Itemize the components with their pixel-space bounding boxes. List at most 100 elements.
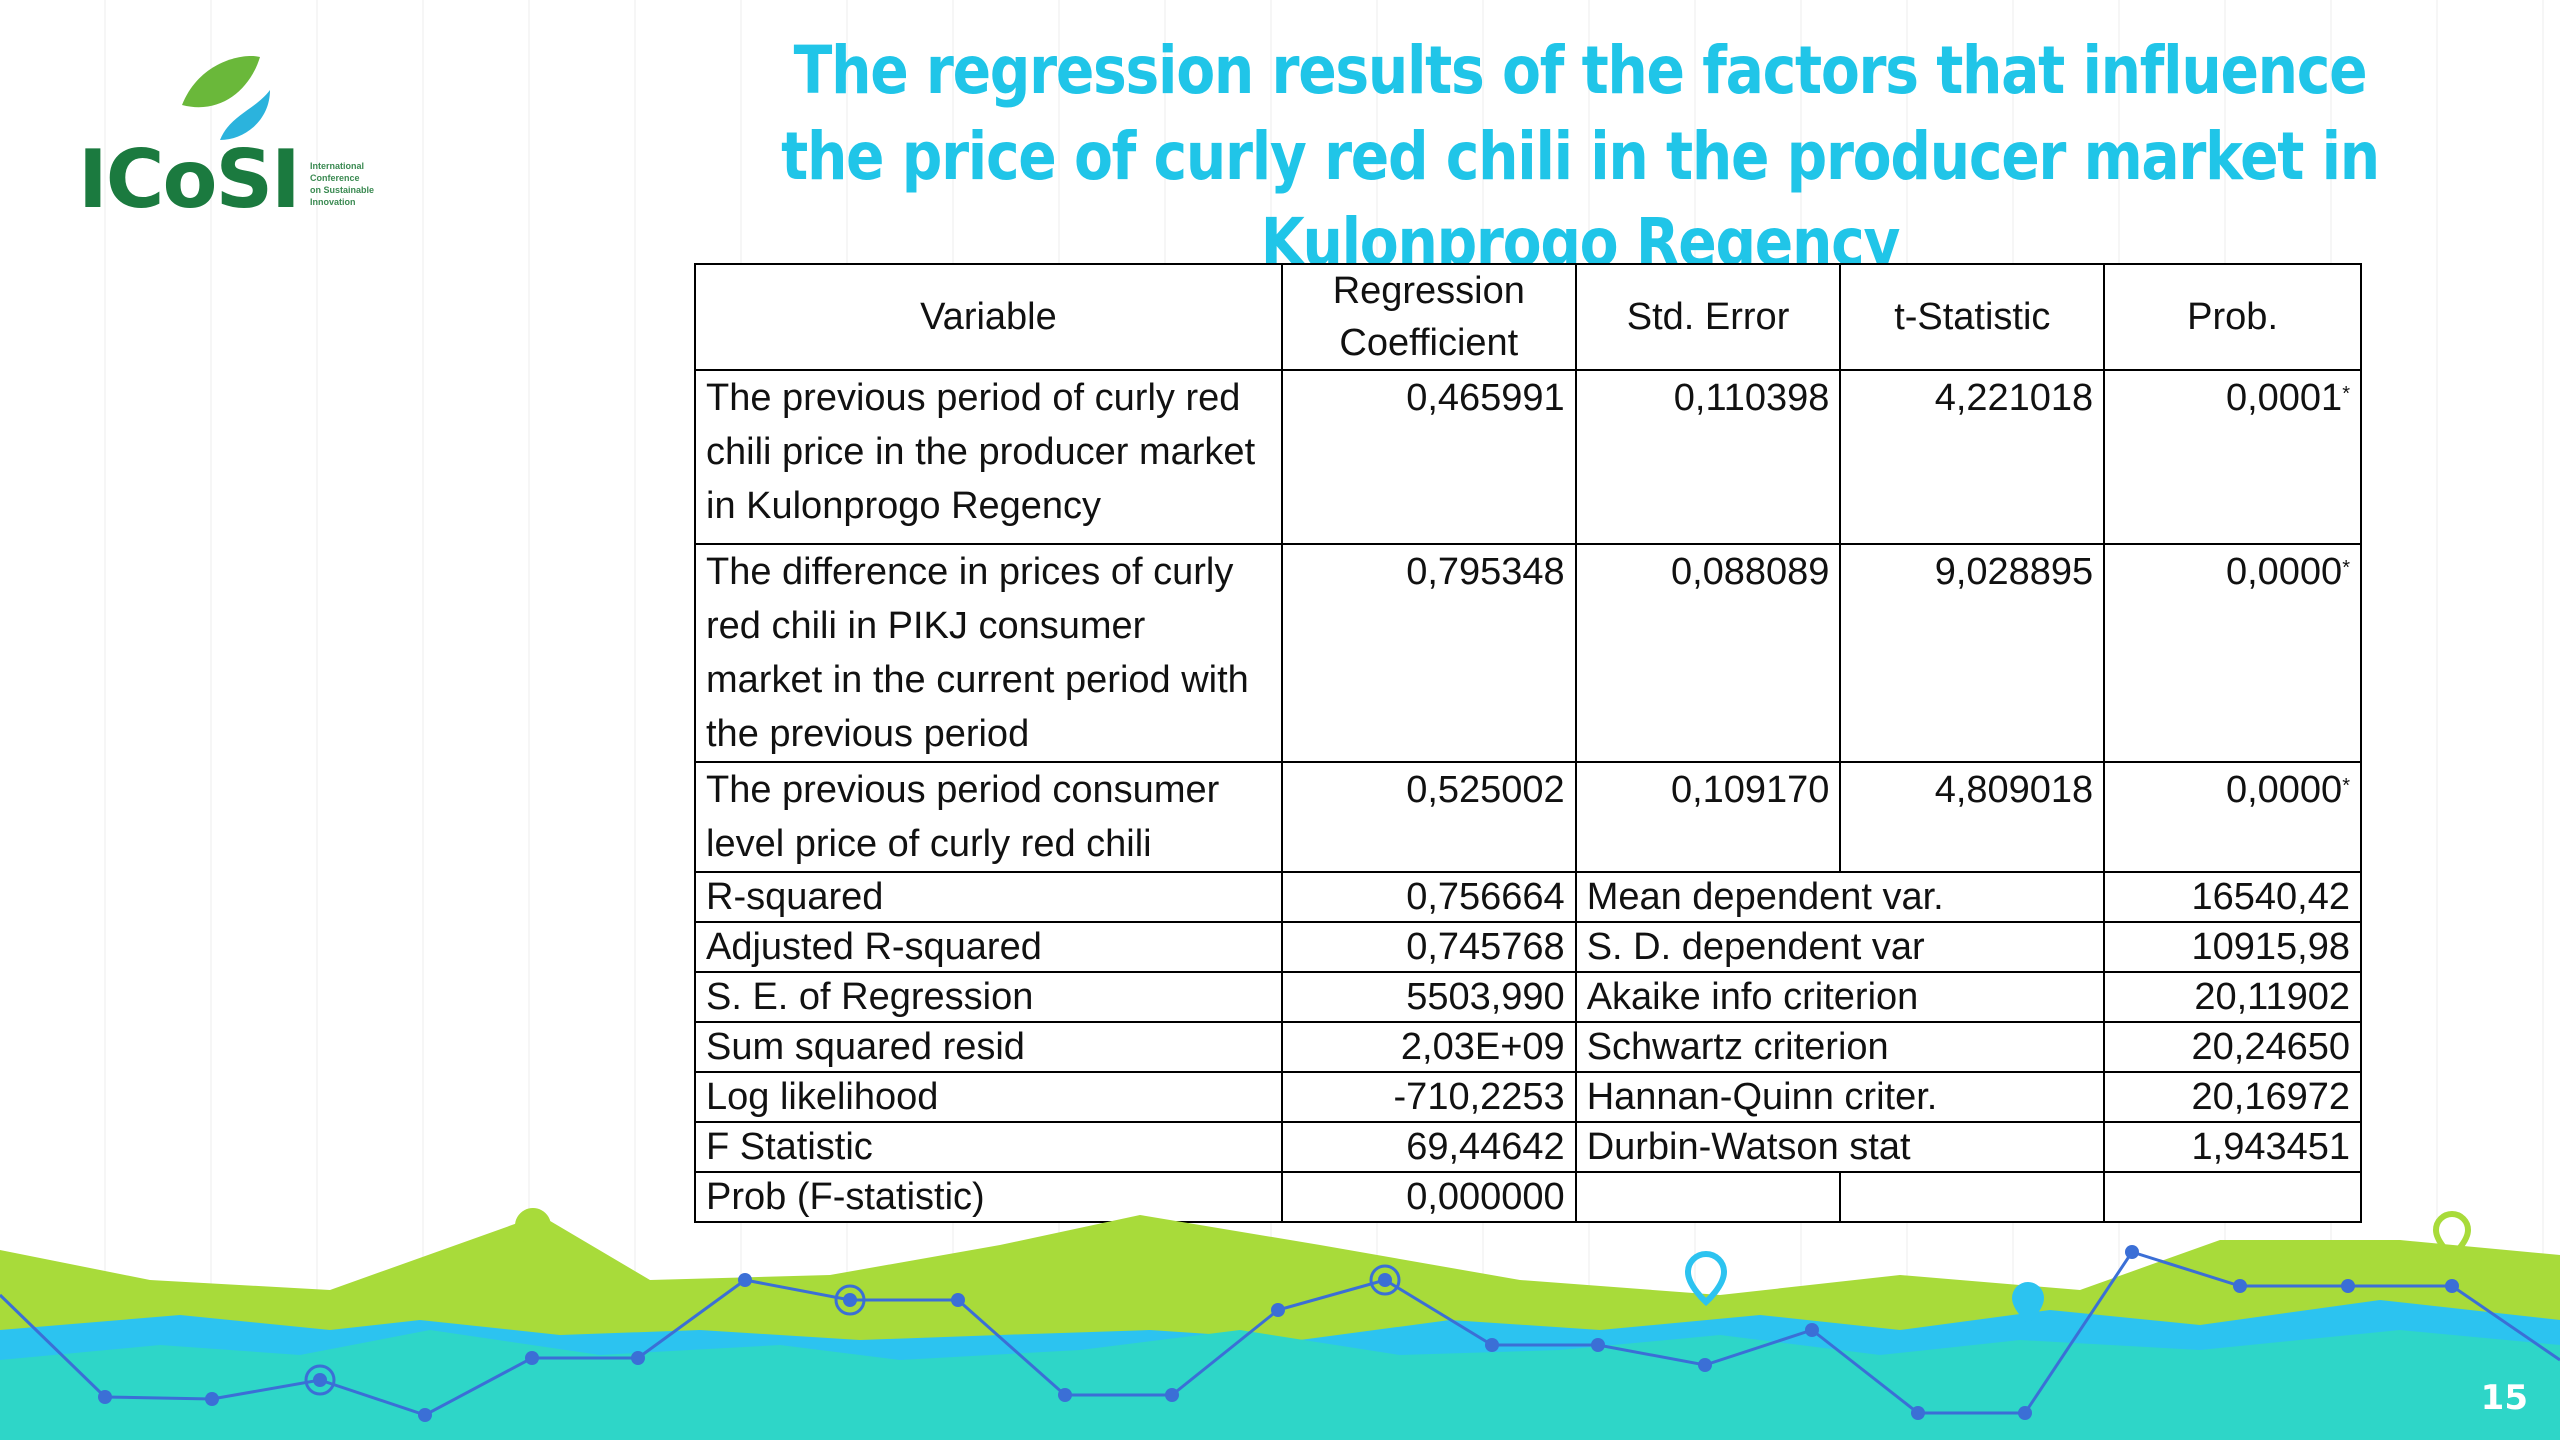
variable-name: The previous period of curly red chili p… [694, 369, 1283, 545]
trend-point [1165, 1388, 1179, 1402]
stat-label: S. E. of Regression [694, 971, 1283, 1023]
trend-point [418, 1408, 432, 1422]
table-row: The previous period consumer level price… [694, 761, 2362, 873]
stat-label: Sum squared resid [694, 1021, 1283, 1073]
header-t-statistic: t-Statistic [1839, 263, 2106, 371]
map-pin-icon [514, 1208, 551, 1262]
stat-row: Log likelihood -710,2253 Hannan-Quinn cr… [694, 1071, 2362, 1123]
trend-point [951, 1293, 965, 1307]
empty-cell [2103, 1171, 2362, 1223]
stat-value: 0,745768 [1280, 921, 1577, 973]
stat-label: F Statistic [694, 1121, 1283, 1173]
stat-label-2: S. D. dependent var [1574, 921, 2106, 973]
stat-row: S. E. of Regression 5503,990 Akaike info… [694, 971, 2362, 1023]
trend-point [2233, 1279, 2247, 1293]
std-error-value: 0,088089 [1574, 543, 1842, 763]
trend-point [1805, 1323, 1819, 1337]
trend-point [1271, 1303, 1285, 1317]
target-ring-icon [834, 1284, 866, 1316]
stat-row: F Statistic 69,44642 Durbin-Watson stat … [694, 1121, 2362, 1173]
trend-point [1378, 1273, 1392, 1287]
stat-label-2: Hannan-Quinn criter. [1574, 1071, 2106, 1123]
logo-tagline-line: Innovation [310, 197, 356, 207]
empty-cell [1839, 1171, 2106, 1223]
std-error-value: 0,110398 [1574, 369, 1842, 545]
logo-tagline: International Conference on Sustainable … [310, 160, 450, 208]
trend-point [525, 1351, 539, 1365]
coefficient-value: 0,465991 [1280, 369, 1577, 545]
empty-cell [1574, 1171, 1842, 1223]
trend-point [2125, 1245, 2139, 1259]
leaf-icon [182, 56, 260, 108]
prob-cell: 0,0001* [2103, 369, 2362, 545]
stat-label: R-squared [694, 871, 1283, 923]
trend-point [1058, 1388, 1072, 1402]
target-ring-icon [304, 1364, 336, 1396]
stat-label-2: Durbin-Watson stat [1574, 1121, 2106, 1173]
stat-label: Prob (F-statistic) [694, 1171, 1283, 1223]
trend-points [98, 1245, 2459, 1422]
stat-row: R-squared 0,756664 Mean dependent var. 1… [694, 871, 2362, 923]
variable-name: The previous period consumer level price… [694, 761, 1283, 873]
trend-point [1911, 1406, 1925, 1420]
stat-value-2: 20,24650 [2103, 1021, 2362, 1073]
t-statistic-value: 4,809018 [1839, 761, 2106, 873]
regression-table: Variable Regression Coefficient Std. Err… [694, 263, 2362, 1223]
trend-point [205, 1392, 219, 1406]
trend-point [2018, 1406, 2032, 1420]
target-ring-icon [1369, 1264, 1401, 1296]
logo-mark [182, 56, 270, 140]
stat-value: 0,000000 [1280, 1171, 1577, 1223]
table-row: The difference in prices of curly red ch… [694, 543, 2362, 763]
stat-value: 5503,990 [1280, 971, 1577, 1023]
stat-value-2: 10915,98 [2103, 921, 2362, 973]
std-error-value: 0,109170 [1574, 761, 1842, 873]
significance-mark: * [2342, 775, 2350, 797]
trend-point [1591, 1338, 1605, 1352]
coefficient-value: 0,525002 [1280, 761, 1577, 873]
stat-value: -710,2253 [1280, 1071, 1577, 1123]
table-header-row: Variable Regression Coefficient Std. Err… [694, 263, 2362, 371]
decorative-landscape [0, 1208, 2560, 1440]
trend-point [738, 1273, 752, 1287]
header-prob: Prob. [2103, 263, 2362, 371]
stat-value-2: 20,11902 [2103, 971, 2362, 1023]
coefficient-value: 0,795348 [1280, 543, 1577, 763]
trend-point [98, 1390, 112, 1404]
header-variable: Variable [694, 263, 1283, 371]
prob-value: 0,0001 [2225, 377, 2343, 419]
prob-cell: 0,0000* [2103, 543, 2362, 763]
trend-point [631, 1351, 645, 1365]
slide-title: The regression results of the factors th… [781, 32, 2380, 281]
icosi-logo: ICoSI International Conference on Sustai… [70, 45, 450, 245]
variable-name: The difference in prices of curly red ch… [694, 543, 1283, 763]
stat-value-2: 1,943451 [2103, 1121, 2362, 1173]
logo-wordmark: ICoSI [78, 133, 301, 226]
prob-cell: 0,0000* [2103, 761, 2362, 873]
stat-label-2: Schwartz criterion [1574, 1021, 2106, 1073]
stat-label: Log likelihood [694, 1071, 1283, 1123]
stat-row: Sum squared resid 2,03E+09 Schwartz crit… [694, 1021, 2362, 1073]
trend-point [2445, 1279, 2459, 1293]
t-statistic-value: 4,221018 [1839, 369, 2106, 545]
drop-icon [220, 90, 270, 140]
t-statistic-value: 9,028895 [1839, 543, 2106, 763]
logo-tagline-line: on Sustainable [310, 185, 375, 195]
table-row: The previous period of curly red chili p… [694, 369, 2362, 545]
stat-row: Adjusted R-squared 0,745768 S. D. depend… [694, 921, 2362, 973]
stat-row: Prob (F-statistic) 0,000000 [694, 1171, 2362, 1223]
trend-point [1485, 1338, 1499, 1352]
page-number: 15 [2480, 1378, 2528, 1418]
header-coefficient: Regression Coefficient [1280, 263, 1577, 371]
stat-label-2: Mean dependent var. [1574, 871, 2106, 923]
trend-point [2341, 1279, 2355, 1293]
prob-value: 0,0000 [2225, 551, 2343, 593]
map-pin-icon [1684, 1251, 1728, 1307]
map-pin-icon [2012, 1282, 2044, 1324]
stat-value: 2,03E+09 [1280, 1021, 1577, 1073]
header-std-error: Std. Error [1574, 263, 1842, 371]
significance-mark: * [2342, 383, 2350, 405]
stat-value: 0,756664 [1280, 871, 1577, 923]
stat-label: Adjusted R-squared [694, 921, 1283, 973]
stat-label-2: Akaike info criterion [1574, 971, 2106, 1023]
